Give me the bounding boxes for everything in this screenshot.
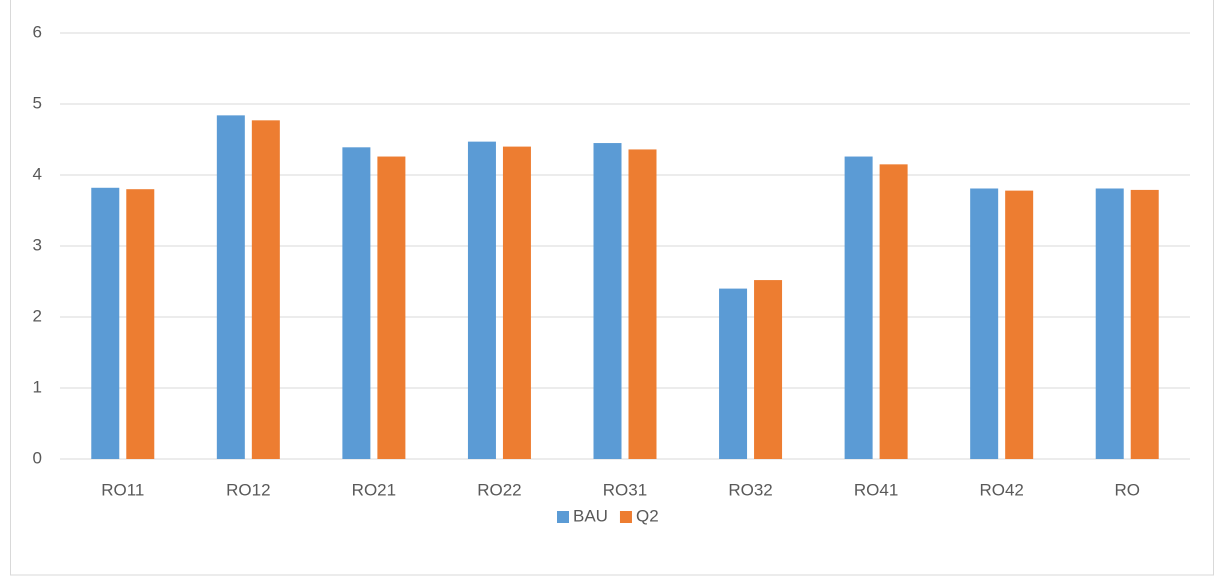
bar bbox=[1095, 188, 1124, 460]
bar bbox=[1005, 190, 1034, 459]
legend-label: Q2 bbox=[636, 506, 659, 525]
y-tick-label: 6 bbox=[33, 22, 42, 41]
y-tick-label: 1 bbox=[33, 377, 42, 396]
x-tick-label: RO bbox=[1114, 480, 1140, 499]
x-tick-label: RO12 bbox=[226, 480, 270, 499]
bar bbox=[467, 141, 496, 459]
x-tick-label: RO41 bbox=[854, 480, 898, 499]
y-tick-label: 0 bbox=[33, 448, 42, 467]
bar bbox=[970, 188, 999, 460]
bar bbox=[844, 156, 873, 460]
bar bbox=[126, 189, 155, 459]
x-tick-label: RO21 bbox=[352, 480, 396, 499]
bar bbox=[1130, 189, 1159, 459]
bar bbox=[502, 146, 531, 459]
bar bbox=[719, 288, 748, 459]
bar bbox=[216, 115, 245, 460]
bar bbox=[879, 164, 908, 459]
x-tick-label: RO42 bbox=[979, 480, 1023, 499]
legend-swatch bbox=[619, 511, 632, 523]
y-tick-label: 4 bbox=[33, 164, 42, 183]
bar bbox=[377, 156, 406, 460]
bar bbox=[342, 147, 371, 459]
bar bbox=[593, 143, 622, 460]
x-tick-label: RO11 bbox=[101, 480, 144, 499]
x-tick-label: RO22 bbox=[477, 480, 521, 499]
bar bbox=[754, 280, 783, 459]
legend-swatch bbox=[557, 511, 569, 523]
x-tick-label: RO32 bbox=[728, 480, 772, 499]
y-tick-label: 2 bbox=[33, 306, 42, 325]
y-tick-label: 3 bbox=[33, 235, 42, 254]
bar bbox=[251, 120, 280, 459]
x-tick-label: RO31 bbox=[603, 480, 647, 499]
legend-label: BAU bbox=[573, 506, 608, 525]
bar bbox=[91, 187, 120, 459]
bar bbox=[628, 149, 657, 459]
y-tick-label: 5 bbox=[33, 93, 42, 112]
